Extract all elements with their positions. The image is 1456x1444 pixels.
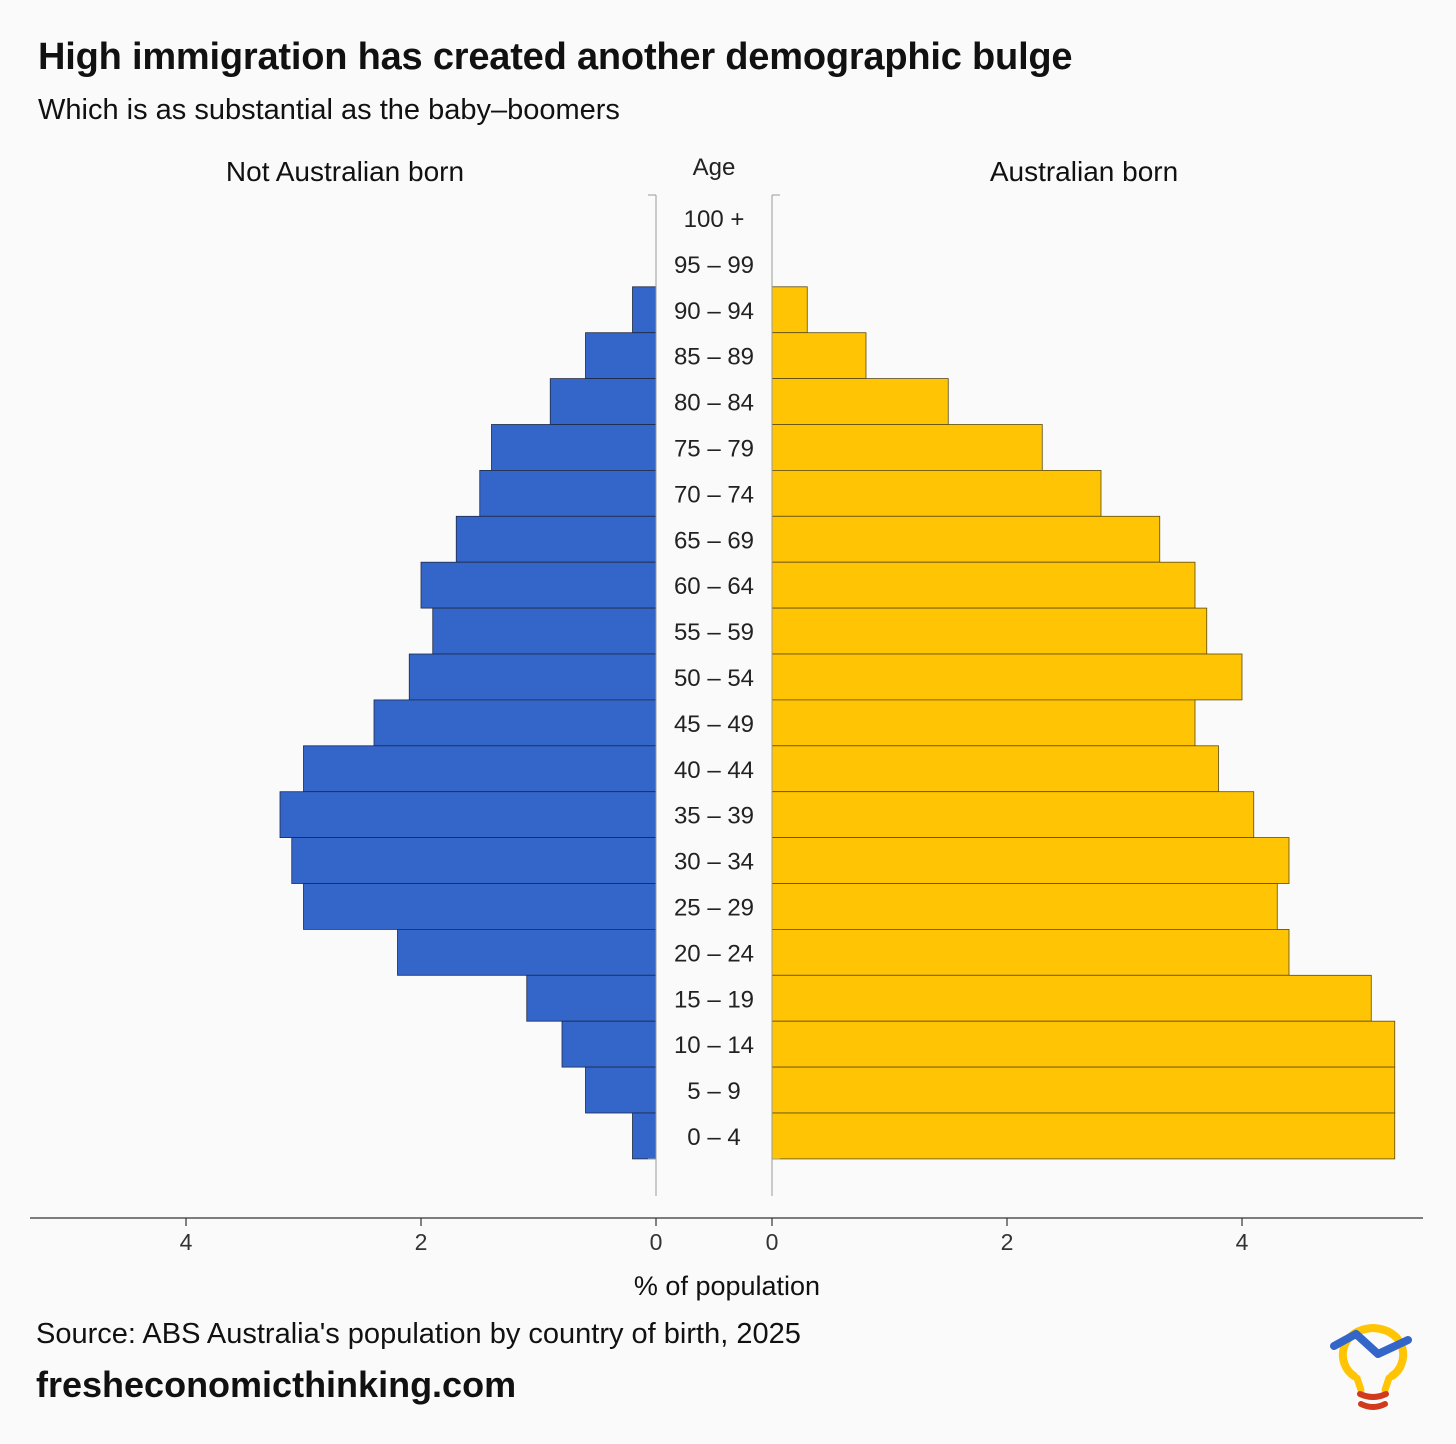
age-group-label: 25 – 29 [674, 894, 754, 921]
bar-not-australian-born [291, 837, 657, 884]
bar-australian-born [771, 1112, 1396, 1160]
age-group-label: 35 – 39 [674, 803, 754, 830]
bar-not-australian-born [455, 515, 657, 563]
age-axis-title: Age [693, 154, 736, 181]
x-tick-label-left: 4 [180, 1229, 193, 1255]
panel-title-australian-born: Australian born [990, 156, 1178, 187]
age-group-label: 60 – 64 [674, 573, 754, 600]
age-group-label: 45 – 49 [674, 711, 754, 738]
bar-australian-born [771, 515, 1161, 563]
bar-australian-born [771, 745, 1219, 793]
bar-not-australian-born [632, 1112, 657, 1160]
bar-not-australian-born [397, 929, 657, 976]
age-group-label: 85 – 89 [674, 344, 754, 371]
bar-australian-born [771, 469, 1102, 517]
bar-not-australian-born [585, 332, 657, 380]
x-tick-label-right: 2 [1001, 1229, 1014, 1255]
bar-not-australian-born [373, 699, 657, 747]
lightbulb-chart-icon [1330, 1323, 1412, 1410]
bar-australian-born [771, 974, 1372, 1022]
age-group-label: 95 – 99 [674, 252, 754, 279]
bar-not-australian-born [303, 745, 657, 793]
bar-australian-born [771, 1020, 1396, 1068]
bar-not-australian-born [408, 653, 657, 701]
chart-subtitle: Which is as substantial as the baby–boom… [38, 94, 620, 126]
age-group-label: 15 – 19 [674, 986, 754, 1013]
bar-not-australian-born [526, 974, 657, 1022]
bar-not-australian-born [549, 378, 657, 425]
age-group-label: 0 – 4 [687, 1124, 740, 1151]
age-group-label: 90 – 94 [674, 298, 754, 325]
population-pyramid-chart: 100 + 95 – 99 90 – 94 85 – 89 80 – 84 75 – 79… [30, 154, 1423, 1301]
bar-australian-born [771, 607, 1208, 655]
x-tick-label-right: 4 [1236, 1229, 1249, 1255]
age-group-label: 10 – 14 [674, 1032, 754, 1059]
age-group-label: 65 – 69 [674, 527, 754, 554]
x-tick-label-left: 0 [650, 1229, 663, 1255]
bar-australian-born [771, 1066, 1396, 1114]
bar-not-australian-born [585, 1066, 657, 1114]
bar-australian-born [771, 791, 1255, 839]
age-group-label: 100 + [684, 206, 745, 233]
website-label: fresheconomicthinking.com [36, 1364, 517, 1405]
age-group-label: 55 – 59 [674, 619, 754, 646]
age-group-label: 70 – 74 [674, 481, 754, 508]
bar-not-australian-born [432, 607, 657, 655]
age-group-label: 75 – 79 [674, 435, 754, 462]
bar-australian-born [771, 286, 808, 334]
bar-australian-born [771, 378, 949, 425]
bar-not-australian-born [479, 469, 657, 517]
bar-not-australian-born [632, 286, 657, 334]
bar-australian-born [771, 699, 1196, 747]
age-group-label: 50 – 54 [674, 665, 754, 692]
x-tick-label-right: 0 [766, 1229, 779, 1255]
bar-australian-born [771, 332, 867, 380]
source-note: Source: ABS Australia's population by co… [36, 1318, 801, 1350]
bar-not-australian-born [420, 561, 657, 609]
bar-not-australian-born [491, 424, 657, 471]
x-axis-title: % of population [634, 1271, 820, 1301]
chart-title: High immigration has created another dem… [38, 36, 1073, 78]
bar-australian-born [771, 653, 1243, 701]
panel-title-not-australian-born: Not Australian born [226, 156, 464, 187]
x-tick-label-left: 2 [415, 1229, 428, 1255]
age-group-label: 30 – 34 [674, 849, 754, 876]
bar-not-australian-born [561, 1020, 657, 1068]
age-group-label: 5 – 9 [687, 1078, 740, 1105]
bar-australian-born [771, 424, 1043, 471]
bar-not-australian-born [303, 883, 657, 930]
age-group-label: 20 – 24 [674, 940, 754, 967]
bar-not-australian-born [279, 791, 657, 839]
bar-australian-born [771, 883, 1278, 930]
age-group-label: 80 – 84 [674, 390, 754, 417]
bar-australian-born [771, 561, 1196, 609]
bar-australian-born [771, 929, 1290, 976]
age-group-label: 40 – 44 [674, 757, 754, 784]
bar-australian-born [771, 837, 1290, 884]
